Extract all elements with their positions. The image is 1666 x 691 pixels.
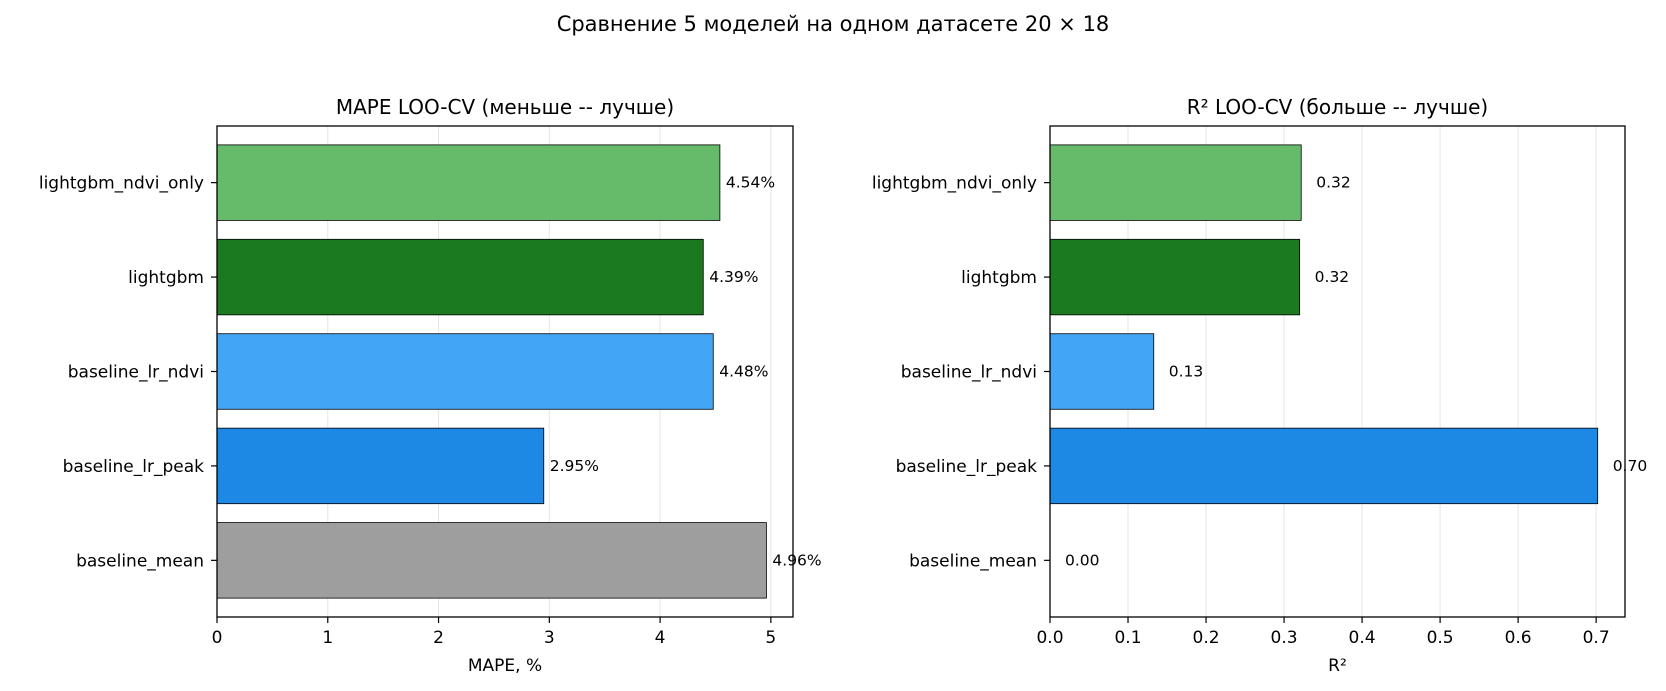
- r2-value-label: 0.32: [1316, 174, 1351, 192]
- mape-category-label: baseline_lr_ndvi: [68, 363, 204, 383]
- mape-xtick-label: 4: [655, 628, 666, 648]
- r2-category-label: baseline_lr_ndvi: [901, 363, 1037, 383]
- mape-value-label: 4.54%: [726, 174, 775, 192]
- r2-category-label: baseline_lr_peak: [896, 457, 1038, 477]
- r2-bar-lightgbm_ndvi_only: [1049, 144, 1302, 221]
- mape-value-label: 4.48%: [719, 363, 768, 381]
- mape-xtick-label: 1: [322, 628, 333, 648]
- mape-xtick-label: 3: [544, 628, 555, 648]
- mape-xtick-label: 0: [212, 628, 223, 648]
- mape-chart-panel: lightgbm_ndvi_only lightgbm baseline_lr_nd…: [39, 95, 822, 676]
- mape-bar-lightgbm_ndvi_only: [216, 144, 721, 221]
- mape-bar-baseline_lr_ndvi: [216, 333, 714, 410]
- mape-bar-baseline_mean: [216, 522, 767, 599]
- mape-category-label: baseline_mean: [76, 551, 204, 571]
- mape-bar-lightgbm: [216, 238, 704, 316]
- mape-xtick-label: 5: [765, 628, 776, 648]
- r2-xtick-label: 0.7: [1583, 628, 1610, 648]
- mape-value-label: 4.96%: [772, 551, 821, 569]
- mape-category-label: baseline_lr_peak: [63, 457, 205, 477]
- r2-value-label: 0.32: [1315, 268, 1350, 286]
- r2-bar-baseline_lr_peak: [1049, 427, 1599, 505]
- mape-chart-title: MAPE LOO-CV (меньше -- лучше): [336, 95, 674, 119]
- r2-xtick-label: 0.3: [1271, 628, 1298, 648]
- r2-category-label: baseline_mean: [909, 551, 1037, 571]
- mape-x-axis-label: MAPE, %: [468, 656, 542, 676]
- mape-value-label: 4.39%: [709, 268, 758, 286]
- r2-x-axis-label: R²: [1328, 656, 1347, 676]
- r2-xtick-label: 0.6: [1505, 628, 1532, 648]
- r2-bar-baseline_lr_ndvi: [1049, 333, 1155, 410]
- mape-category-label: lightgbm: [128, 268, 204, 288]
- r2-chart-panel: lightgbm_ndvi_only lightgbm baseline_lr_nd…: [872, 95, 1647, 676]
- mape-xtick-label: 2: [433, 628, 444, 648]
- r2-category-label: lightgbm: [961, 268, 1037, 288]
- r2-chart-title: R² LOO-CV (больше -- лучше): [1187, 95, 1489, 119]
- r2-xtick-label: 0.1: [1114, 628, 1141, 648]
- r2-value-label: 0.13: [1169, 363, 1204, 381]
- r2-xtick-label: 0.2: [1193, 628, 1220, 648]
- mape-value-label: 2.95%: [550, 457, 599, 475]
- r2-xtick-label: 0.0: [1036, 628, 1063, 648]
- r2-value-label: 0.00: [1065, 551, 1100, 569]
- figure-title: Сравнение 5 моделей на одном датасете 20…: [557, 12, 1110, 36]
- r2-value-label: 0.70: [1613, 457, 1648, 475]
- r2-category-label: lightgbm_ndvi_only: [872, 174, 1037, 194]
- mape-category-label: lightgbm_ndvi_only: [39, 174, 204, 194]
- r2-xtick-label: 0.4: [1349, 628, 1376, 648]
- r2-bar-lightgbm: [1049, 238, 1301, 316]
- mape-bar-baseline_lr_peak: [216, 427, 545, 505]
- r2-xtick-label: 0.5: [1427, 628, 1454, 648]
